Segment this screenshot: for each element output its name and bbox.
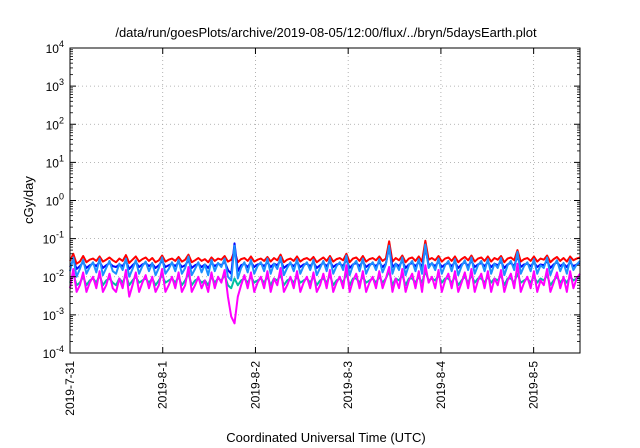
x-tick-label: 2019-8-5 (527, 361, 541, 409)
chart-title: /data/run/goesPlots/archive/2019-08-05/1… (115, 25, 537, 40)
series-line-1 (69, 239, 581, 265)
x-tick-label: 2019-8-2 (248, 361, 262, 409)
x-tick-label: 2019-7-31 (63, 361, 77, 416)
grid-lines (70, 48, 580, 353)
x-tick-label: 2019-8-3 (341, 361, 355, 409)
y-tick-label: 102 (46, 115, 64, 132)
data-series-group (69, 239, 581, 325)
y-tick-label: 10-4 (43, 344, 64, 361)
y-tick-label: 10-3 (43, 306, 64, 323)
y-tick-label: 10-1 (43, 230, 64, 247)
x-axis-ticks: 2019-7-31 2019-8-1 2019-8-2 2019-8-3 2019-8-… (63, 48, 541, 416)
y-tick-label: 104 (46, 39, 64, 56)
x-tick-label: 2019-8-4 (434, 361, 448, 409)
y-axis-ticks: 10-4 10-3 10-2 10-1 100 101 102 103 104 (43, 39, 580, 361)
y-tick-label: 103 (46, 77, 64, 94)
x-axis-label: Coordinated Universal Time (UTC) (226, 430, 425, 445)
series-line-5 (69, 262, 581, 325)
y-axis-label: cGy/day (21, 176, 36, 224)
y-tick-label: 10-2 (43, 268, 64, 285)
y-tick-label: 100 (46, 192, 64, 209)
x-tick-label: 2019-8-1 (156, 361, 170, 409)
y-tick-label: 101 (46, 153, 64, 170)
series-line-3 (69, 243, 581, 282)
